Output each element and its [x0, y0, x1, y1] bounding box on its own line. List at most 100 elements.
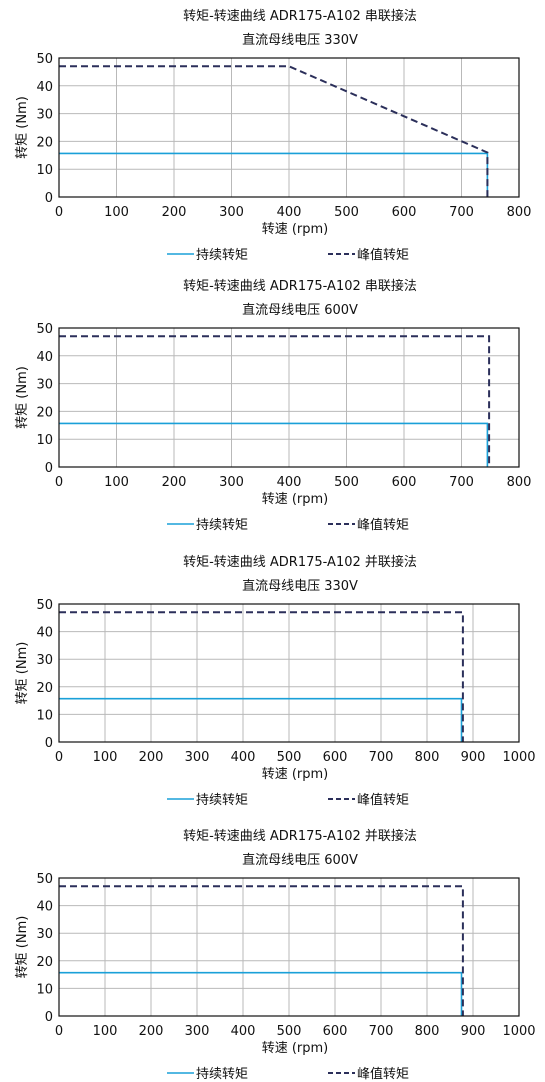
y-axis-label: 转矩 (Nm)	[15, 916, 30, 979]
y-tick-label: 40	[36, 350, 53, 365]
y-axis-label: 转矩 (Nm)	[15, 96, 30, 159]
peak-torque-line	[59, 885, 464, 1016]
y-tick-label: 10	[36, 708, 53, 723]
chart-title: 转矩-转速曲线 ADR175-A102 串联接法	[183, 8, 417, 24]
chart-legend: 持续转矩 峰值转矩	[167, 247, 409, 263]
x-tick-label: 700	[369, 1024, 394, 1039]
x-tick-label: 500	[334, 205, 359, 220]
y-tick-label: 40	[36, 900, 53, 915]
y-tick-label: 0	[45, 1010, 53, 1025]
legend-label-continuous: 持续转矩	[196, 793, 248, 808]
x-tick-label: 300	[219, 475, 244, 490]
chart-legend: 持续转矩 峰值转矩	[167, 1066, 409, 1082]
x-tick-label: 500	[277, 1024, 302, 1039]
x-tick-label: 400	[277, 205, 302, 220]
x-tick-label: 100	[93, 750, 118, 765]
x-tick-label: 700	[449, 475, 474, 490]
x-tick-label: 800	[415, 1024, 440, 1039]
peak-torque-line	[59, 65, 489, 197]
y-tick-label: 50	[36, 598, 53, 613]
x-tick-label: 900	[461, 1024, 486, 1039]
x-tick-label: 0	[55, 1024, 63, 1039]
x-tick-label: 0	[55, 475, 63, 490]
y-tick-label: 30	[36, 108, 53, 123]
x-tick-label: 900	[461, 750, 486, 765]
x-tick-label: 200	[139, 1024, 164, 1039]
x-tick-label: 600	[323, 750, 348, 765]
y-tick-label: 30	[36, 653, 53, 668]
legend-label-peak: 峰值转矩	[357, 517, 409, 533]
x-tick-label: 200	[139, 750, 164, 765]
x-tick-label: 100	[93, 1024, 118, 1039]
x-tick-label: 700	[369, 750, 394, 765]
chart-title: 转矩-转速曲线 ADR175-A102 并联接法	[183, 828, 417, 844]
x-tick-label: 300	[185, 750, 210, 765]
legend-label-continuous: 持续转矩	[196, 1067, 248, 1082]
chart-subtitle: 直流母线电压 600V	[242, 853, 358, 868]
y-axis-label: 转矩 (Nm)	[15, 642, 30, 705]
y-tick-label: 50	[36, 322, 53, 337]
x-tick-label: 800	[415, 750, 440, 765]
x-tick-label: 600	[392, 205, 417, 220]
y-tick-label: 10	[36, 982, 53, 997]
x-tick-label: 800	[507, 475, 532, 490]
x-tick-label: 1000	[502, 1024, 535, 1039]
x-axis-label: 转速 (rpm)	[262, 767, 329, 782]
y-tick-label: 0	[45, 191, 53, 206]
x-axis-label: 转速 (rpm)	[262, 492, 329, 507]
plot-frame	[58, 327, 520, 468]
x-tick-label: 0	[55, 750, 63, 765]
y-tick-label: 20	[36, 681, 53, 696]
plot-frame	[58, 603, 520, 743]
legend-label-peak: 峰值转矩	[357, 247, 409, 263]
continuous-torque-line	[59, 152, 489, 197]
x-tick-label: 400	[231, 750, 256, 765]
peak-torque-line	[59, 611, 464, 742]
plot-frame	[58, 877, 520, 1017]
y-tick-label: 40	[36, 80, 53, 95]
y-tick-label: 50	[36, 872, 53, 887]
plot-frame	[58, 57, 520, 198]
y-tick-label: 10	[36, 163, 53, 178]
y-tick-label: 0	[45, 736, 53, 751]
chart-legend: 持续转矩 峰值转矩	[167, 792, 409, 808]
x-tick-label: 300	[219, 205, 244, 220]
y-tick-label: 30	[36, 378, 53, 393]
y-tick-label: 0	[45, 461, 53, 476]
chart-title: 转矩-转速曲线 ADR175-A102 并联接法	[183, 554, 417, 570]
chart-subtitle: 直流母线电压 330V	[242, 33, 358, 48]
x-tick-label: 300	[185, 1024, 210, 1039]
chart-subtitle: 直流母线电压 330V	[242, 579, 358, 594]
legend-label-continuous: 持续转矩	[196, 518, 248, 533]
chart-legend: 持续转矩 峰值转矩	[167, 517, 409, 533]
y-tick-label: 30	[36, 927, 53, 942]
y-axis-label: 转矩 (Nm)	[15, 366, 30, 429]
x-tick-label: 800	[507, 205, 532, 220]
y-tick-label: 20	[36, 135, 53, 150]
y-tick-label: 10	[36, 433, 53, 448]
continuous-torque-line	[59, 971, 463, 1016]
x-tick-label: 200	[162, 205, 187, 220]
x-tick-label: 100	[104, 475, 129, 490]
x-tick-label: 200	[162, 475, 187, 490]
x-tick-label: 700	[449, 205, 474, 220]
x-tick-label: 400	[231, 1024, 256, 1039]
legend-label-peak: 峰值转矩	[357, 792, 409, 808]
legend-label-peak: 峰值转矩	[357, 1066, 409, 1082]
x-tick-label: 400	[277, 475, 302, 490]
x-axis-label: 转速 (rpm)	[262, 222, 329, 237]
x-tick-label: 1000	[502, 750, 535, 765]
x-tick-label: 100	[104, 205, 129, 220]
continuous-torque-line	[59, 697, 463, 742]
x-tick-label: 500	[334, 475, 359, 490]
x-tick-label: 600	[392, 475, 417, 490]
y-tick-label: 20	[36, 405, 53, 420]
chart-title: 转矩-转速曲线 ADR175-A102 串联接法	[183, 278, 417, 294]
chart-subtitle: 直流母线电压 600V	[242, 303, 358, 318]
